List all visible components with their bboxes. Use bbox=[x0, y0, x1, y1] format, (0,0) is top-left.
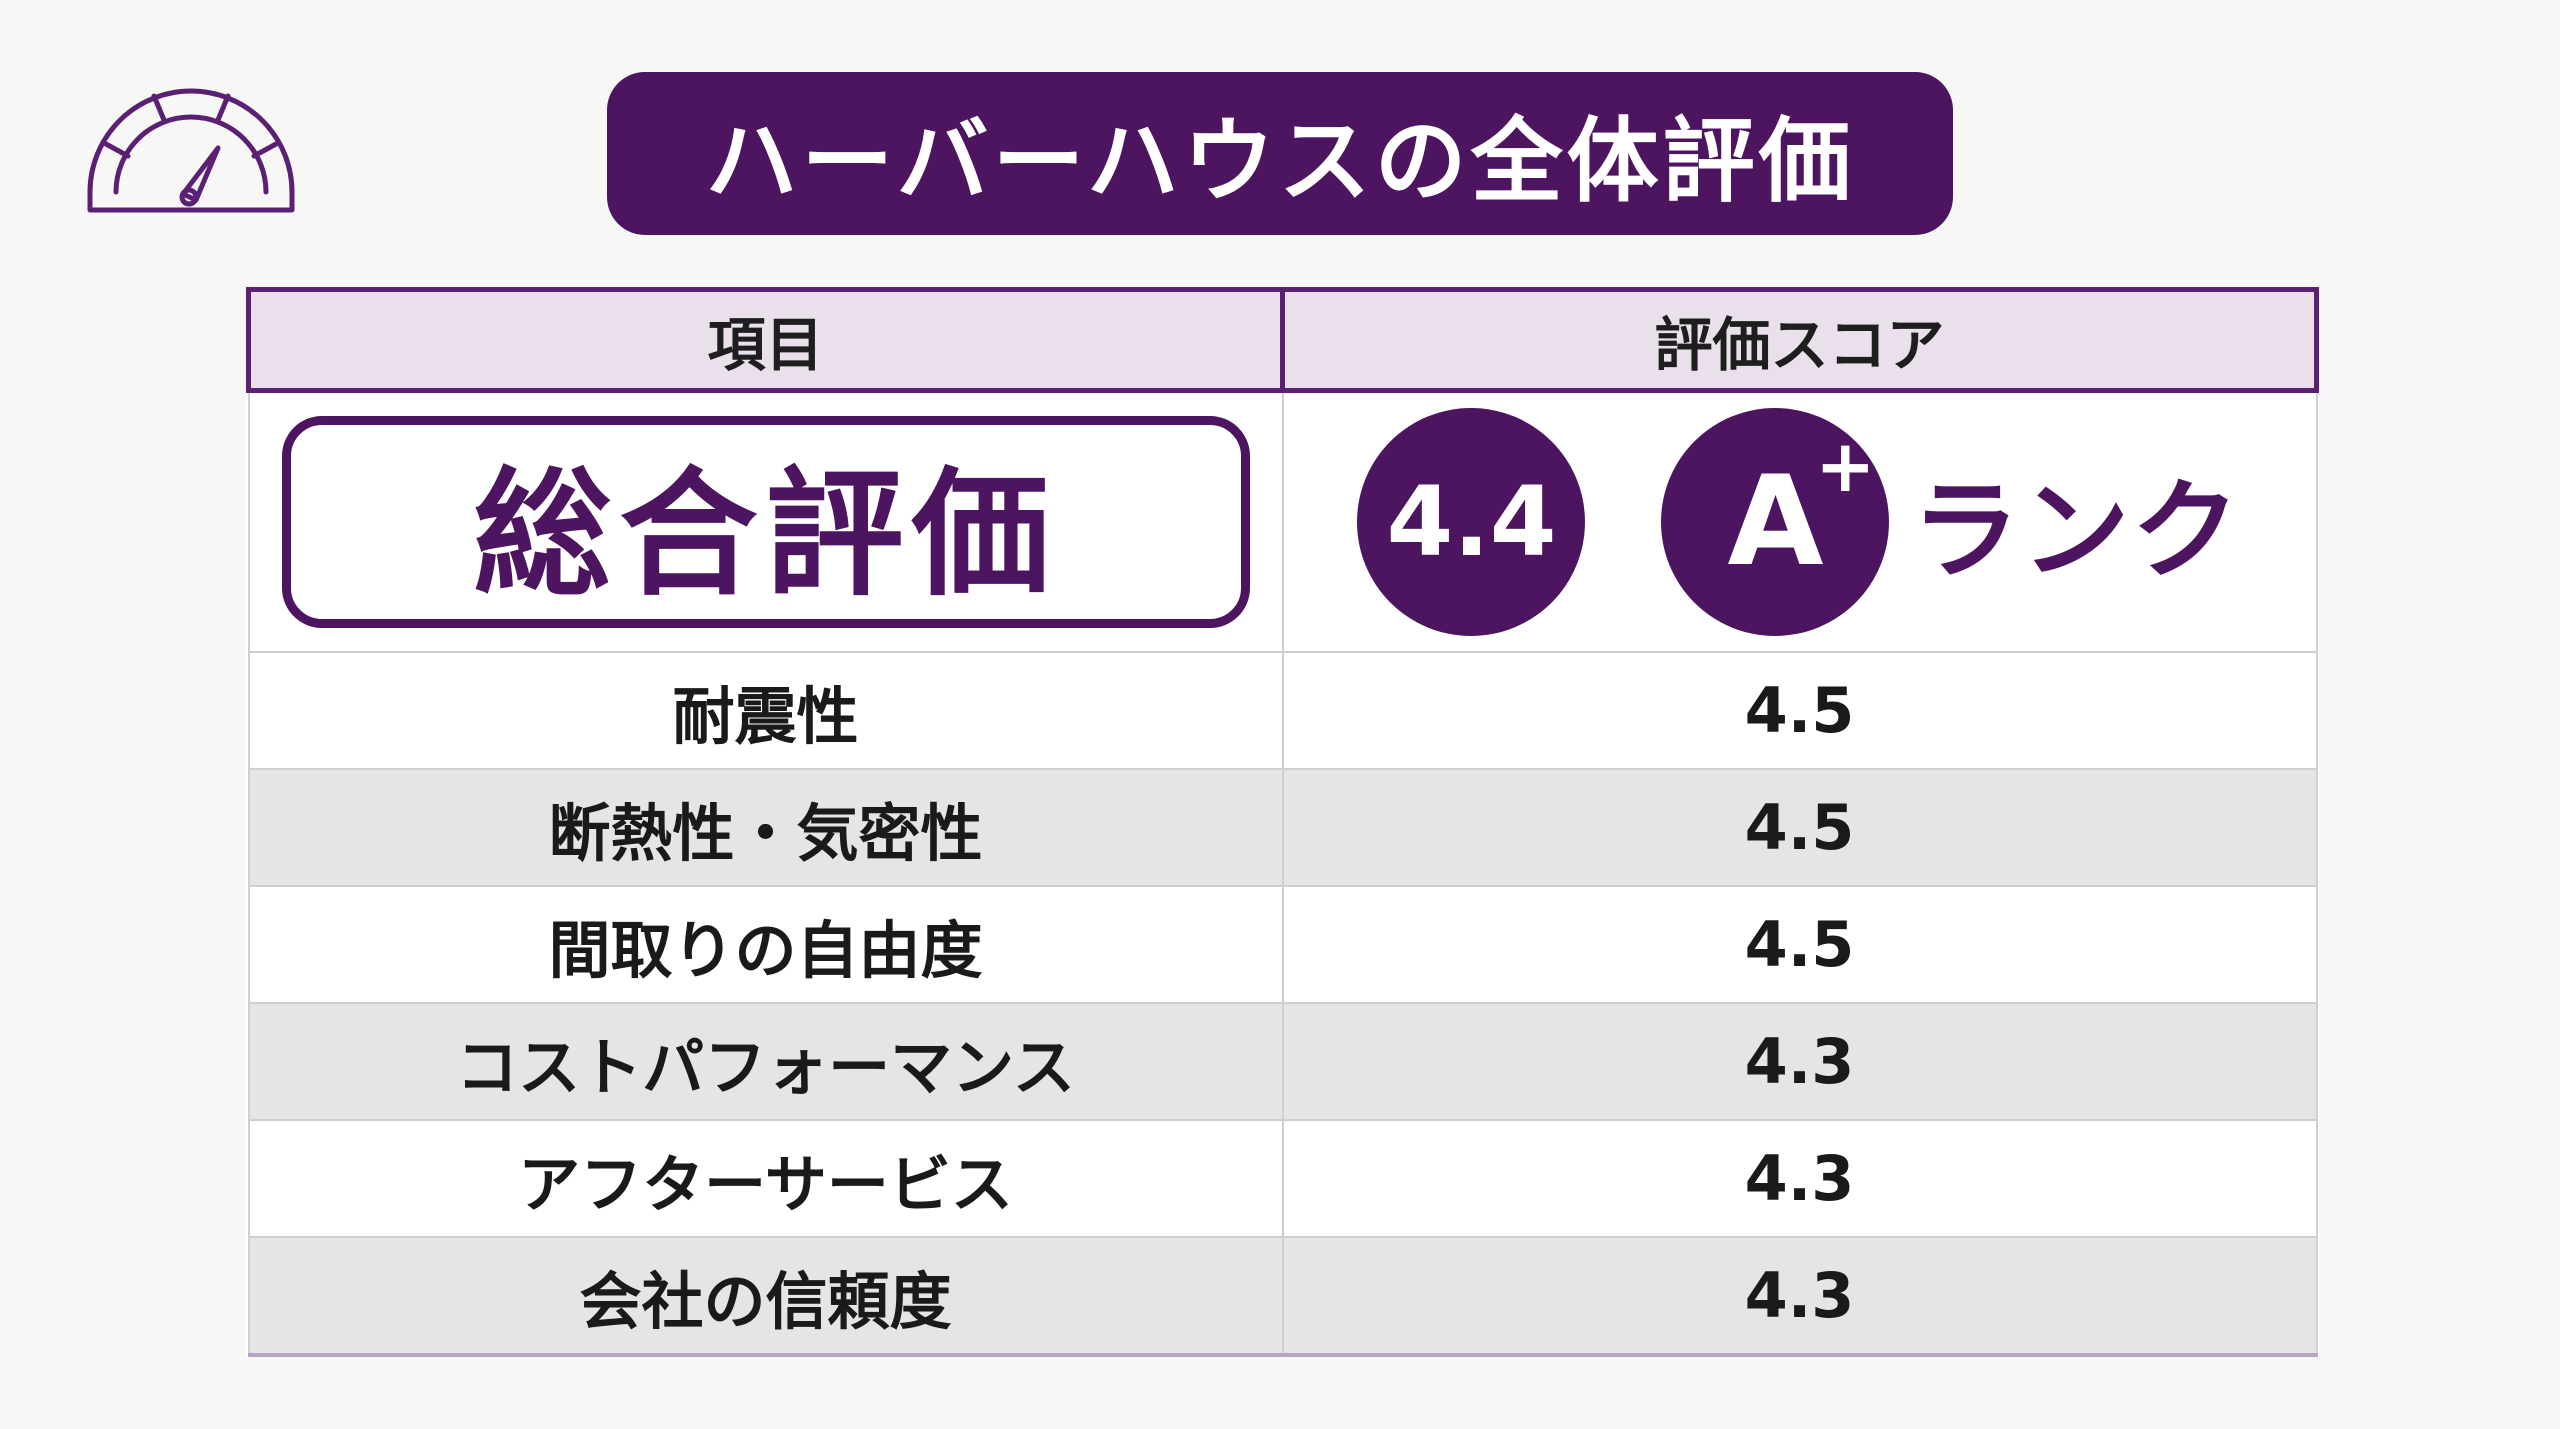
row-item: 耐震性 bbox=[247, 651, 1284, 770]
overall-score-badge: 4.4 bbox=[1357, 408, 1586, 636]
overall-row: 総合評価 4.4 A + ランク bbox=[247, 389, 2318, 653]
rank-badge: A + bbox=[1661, 408, 1890, 636]
table-row: コストパフォーマンス 4.3 bbox=[247, 1002, 2318, 1121]
rank-plus: + bbox=[1815, 424, 1876, 508]
header-score: 評価スコア bbox=[1280, 287, 2319, 393]
rank-letter-wrap: A + bbox=[1727, 424, 1876, 594]
overall-label-cell: 総合評価 bbox=[247, 389, 1284, 653]
row-score: 4.5 bbox=[1281, 768, 2318, 887]
row-score: 4.3 bbox=[1281, 1236, 2318, 1357]
row-score: 4.3 bbox=[1281, 1119, 2318, 1238]
row-score: 4.5 bbox=[1281, 885, 2318, 1004]
row-score: 4.5 bbox=[1281, 651, 2318, 770]
evaluation-table: 項目 評価スコア 総合評価 4.4 A + ランク bbox=[246, 287, 2319, 1357]
table-row: 会社の信頼度 4.3 bbox=[247, 1236, 2318, 1357]
table-row: アフターサービス 4.3 bbox=[247, 1119, 2318, 1238]
row-score: 4.3 bbox=[1281, 1002, 2318, 1121]
table-header-row: 項目 評価スコア bbox=[246, 287, 2319, 393]
table-row: 耐震性 4.5 bbox=[247, 651, 2318, 770]
row-item: アフターサービス bbox=[247, 1119, 1284, 1238]
row-item: 間取りの自由度 bbox=[247, 885, 1284, 1004]
row-item: 会社の信頼度 bbox=[247, 1236, 1284, 1357]
overall-score-cell: 4.4 A + ランク bbox=[1281, 389, 2318, 653]
table-row: 間取りの自由度 4.5 bbox=[247, 885, 2318, 1004]
overall-label: 総合評価 bbox=[281, 416, 1250, 628]
rank-letter: A bbox=[1727, 450, 1824, 594]
row-item: 断熱性・気密性 bbox=[247, 768, 1284, 887]
rank-suffix: ランク bbox=[1911, 469, 2242, 594]
row-item: コストパフォーマンス bbox=[247, 1002, 1284, 1121]
page-title: ハーバーハウスの全体評価 bbox=[607, 72, 1953, 235]
overall-score-group: 4.4 A + ランク bbox=[1284, 408, 2316, 636]
table-row: 断熱性・気密性 4.5 bbox=[247, 768, 2318, 887]
header-item: 項目 bbox=[246, 287, 1285, 393]
speedometer-gauge-icon bbox=[87, 88, 295, 213]
